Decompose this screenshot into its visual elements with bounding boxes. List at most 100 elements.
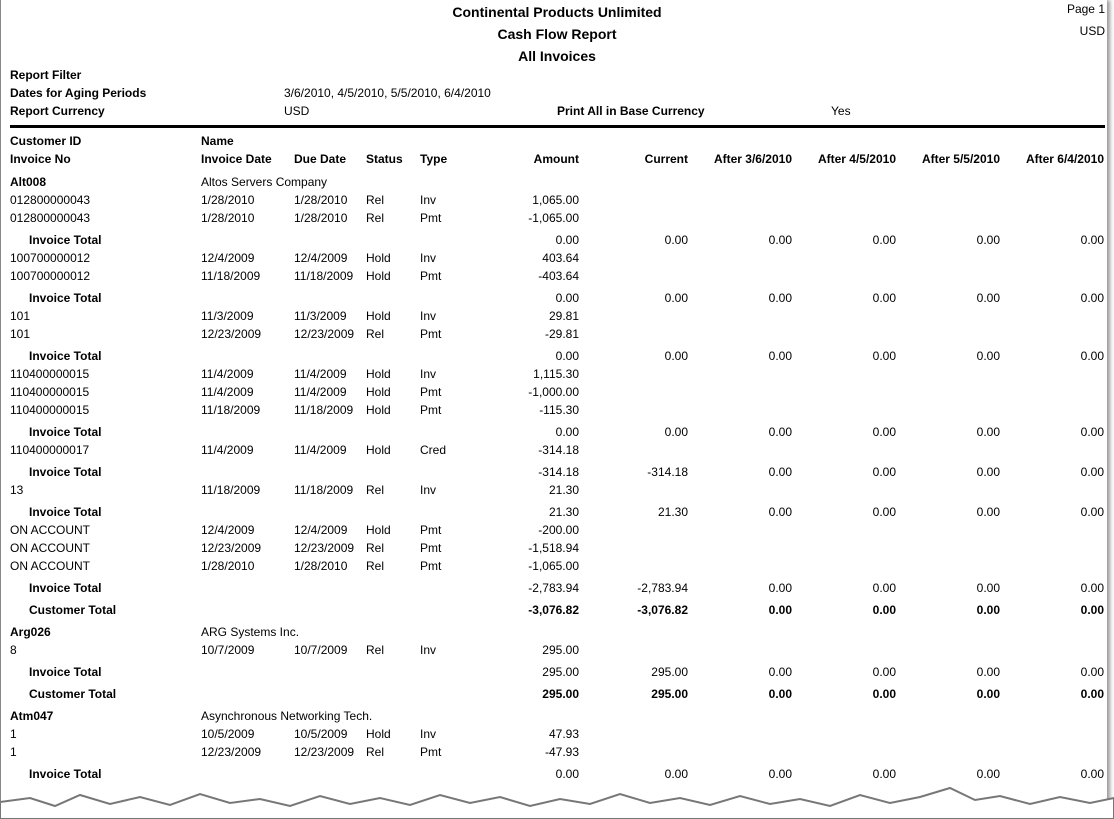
- invoice-total-value: 0.00: [872, 767, 896, 781]
- invoice-total-value: 0.00: [555, 291, 579, 305]
- invoice-total-label: Invoice Total: [29, 465, 102, 479]
- line-cell: Hold: [366, 727, 391, 741]
- customer-total-value: -3,076.82: [637, 603, 688, 617]
- line-amount: -29.81: [544, 327, 579, 341]
- invoice-total-value: -314.18: [538, 465, 579, 479]
- line-amount: 295.00: [542, 643, 579, 657]
- customer-name: ARG Systems Inc.: [201, 625, 300, 639]
- customer-total-value: 0.00: [872, 687, 896, 701]
- invoice-total-value: 0.00: [768, 425, 792, 439]
- line-cell: 11/18/2009: [294, 403, 354, 417]
- invoice-total-value: 0.00: [768, 233, 792, 247]
- line-cell: 11/4/2009: [201, 443, 254, 457]
- customer-id: Atm047: [10, 709, 54, 723]
- invoice-total-value: -2,783.94: [637, 581, 688, 595]
- column-header: Status: [366, 152, 403, 166]
- line-cell: Hold: [366, 523, 391, 537]
- line-cell: 12/4/2009: [294, 523, 348, 537]
- line-cell: Pmt: [420, 269, 442, 283]
- line-cell: Hold: [366, 269, 391, 283]
- invoice-total-value: 0.00: [1080, 505, 1104, 519]
- invoice-total-value: 21.30: [548, 505, 579, 519]
- invoice-total-value: 0.00: [872, 349, 896, 363]
- column-header: Due Date: [294, 152, 347, 166]
- filter-label: Dates for Aging Periods: [10, 86, 147, 100]
- invoice-total-value: 0.00: [872, 505, 896, 519]
- line-cell: Inv: [420, 251, 437, 265]
- line-cell: Rel: [366, 745, 385, 759]
- line-cell: 12/23/2009: [201, 745, 262, 759]
- line-amount: 403.64: [542, 251, 579, 265]
- line-amount: -115.30: [539, 403, 579, 417]
- invoice-total-value: 0.00: [555, 425, 579, 439]
- line-cell: Hold: [366, 367, 391, 381]
- filter-label: Report Filter: [10, 68, 82, 82]
- customer-total-label: Customer Total: [29, 687, 117, 701]
- invoice-total-value: 0.00: [976, 767, 1000, 781]
- line-cell: 1/28/2010: [201, 559, 255, 573]
- line-amount: -47.93: [544, 745, 579, 759]
- line-cell: Inv: [420, 727, 437, 741]
- line-cell: Rel: [366, 643, 385, 657]
- line-cell: Hold: [366, 385, 391, 399]
- column-header: After 3/6/2010: [713, 152, 792, 166]
- column-header: Amount: [533, 152, 579, 166]
- customer-total-value: 0.00: [768, 603, 792, 617]
- invoice-total-value: 0.00: [872, 665, 896, 679]
- line-cell: Inv: [420, 483, 437, 497]
- customer-name: Altos Servers Company: [201, 175, 328, 189]
- line-cell: 12/23/2009: [201, 327, 262, 341]
- line-cell: 101: [10, 327, 31, 341]
- line-cell: 1: [10, 727, 17, 741]
- invoice-total-value: 0.00: [1080, 581, 1104, 595]
- line-amount: 1,115.30: [533, 367, 579, 381]
- invoice-total-value: 0.00: [664, 233, 688, 247]
- line-cell: 110400000015: [10, 367, 90, 381]
- line-cell: Hold: [366, 251, 391, 265]
- line-cell: 12/4/2009: [201, 523, 255, 537]
- line-cell: ON ACCOUNT: [10, 523, 91, 537]
- line-cell: 12/23/2009: [294, 541, 355, 555]
- line-cell: Pmt: [420, 403, 442, 417]
- invoice-total-value: 0.00: [768, 581, 792, 595]
- line-cell: Hold: [366, 403, 391, 417]
- line-cell: 10/5/2009: [201, 727, 255, 741]
- line-cell: Rel: [366, 541, 385, 555]
- customer-total-value: 295.00: [651, 687, 688, 701]
- line-amount: 1,065.00: [532, 193, 579, 207]
- invoice-total-value: 0.00: [555, 767, 579, 781]
- invoice-total-value: 0.00: [664, 349, 688, 363]
- line-cell: Cred: [420, 443, 447, 457]
- header-rule: [10, 125, 1105, 128]
- line-cell: Hold: [366, 309, 391, 323]
- invoice-total-value: 295.00: [542, 665, 579, 679]
- line-cell: Rel: [366, 211, 385, 225]
- line-cell: 13: [10, 483, 24, 497]
- invoice-total-label: Invoice Total: [29, 425, 102, 439]
- invoice-total-label: Invoice Total: [29, 767, 102, 781]
- column-header: Type: [420, 152, 448, 166]
- line-cell: 012800000043: [10, 193, 91, 207]
- line-amount: 21.30: [548, 483, 579, 497]
- invoice-total-value: 0.00: [1080, 665, 1104, 679]
- line-cell: 110400000017: [10, 443, 90, 457]
- line-cell: Rel: [366, 327, 385, 341]
- line-cell: ON ACCOUNT: [10, 559, 91, 573]
- invoice-total-value: 0.00: [976, 349, 1000, 363]
- line-cell: 12/23/2009: [201, 541, 262, 555]
- invoice-total-value: 0.00: [768, 349, 792, 363]
- invoice-total-value: 0.00: [976, 425, 1000, 439]
- line-cell: 11/4/2009: [294, 385, 347, 399]
- line-cell: 12/4/2009: [201, 251, 255, 265]
- column-header: Current: [644, 152, 688, 166]
- line-cell: 10/7/2009: [201, 643, 255, 657]
- line-cell: Pmt: [420, 385, 442, 399]
- invoice-total-value: 0.00: [976, 665, 1000, 679]
- line-cell: 10/5/2009: [294, 727, 348, 741]
- column-header: Customer ID: [10, 134, 82, 148]
- line-cell: 11/18/2009: [201, 483, 261, 497]
- invoice-total-value: 0.00: [768, 291, 792, 305]
- invoice-total-label: Invoice Total: [29, 291, 102, 305]
- filter-label: Print All in Base Currency: [557, 104, 705, 118]
- line-cell: 1/28/2010: [294, 193, 348, 207]
